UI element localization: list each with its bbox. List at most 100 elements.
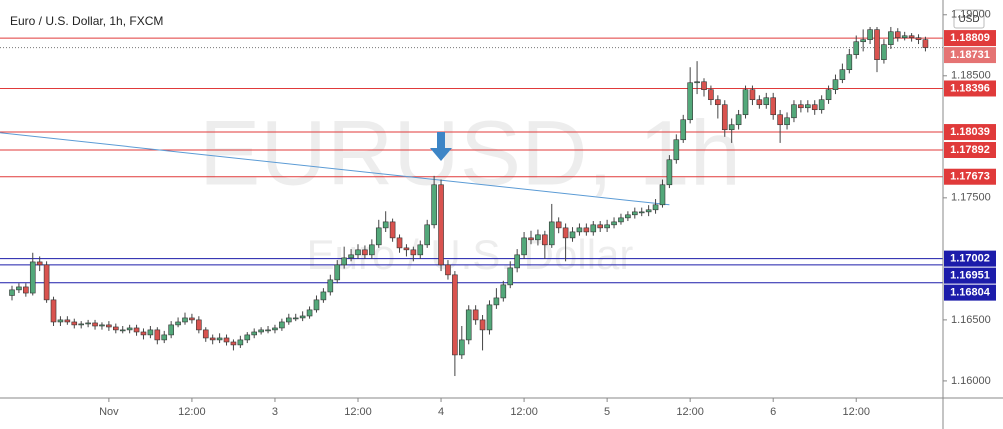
candle-body (133, 327, 140, 333)
x-tick-label: 12:00 (676, 406, 704, 418)
candle-body (99, 324, 105, 327)
candle-body (735, 114, 742, 126)
candle-body (209, 337, 216, 341)
candle-body (119, 329, 126, 332)
arrow (430, 132, 452, 161)
candle-body (417, 244, 424, 256)
candle-body (576, 227, 583, 233)
candle-body (846, 54, 853, 70)
price-label: 1.17002 (950, 253, 990, 265)
candle-body (721, 104, 728, 131)
x-tick-label: 3 (272, 406, 278, 418)
candle-body (410, 249, 417, 256)
candle-body (216, 337, 223, 341)
candle-body (832, 79, 839, 91)
candle-body (715, 99, 721, 106)
title-bg (4, 12, 182, 32)
candle-body (375, 227, 382, 246)
candle-body (113, 326, 119, 331)
candle-body (465, 309, 472, 341)
candle-body (285, 317, 292, 323)
candle-body (763, 97, 770, 106)
candle-body (272, 327, 278, 331)
candle-body (244, 334, 251, 341)
candle-body (618, 217, 624, 223)
candle-body (791, 104, 797, 119)
candle-body (867, 29, 873, 40)
price-label-bg (944, 124, 996, 141)
price-label-bg (944, 250, 996, 267)
candle-body (687, 82, 693, 121)
candle-body (825, 89, 832, 101)
candle-body (611, 221, 617, 226)
candle-body (126, 327, 133, 331)
candle-body (29, 261, 36, 294)
candle-body (78, 323, 84, 326)
candle-body (50, 299, 57, 323)
candle-body (507, 267, 514, 286)
candle-body (445, 264, 451, 276)
price-label-bg (944, 168, 996, 185)
candle-body (355, 249, 361, 256)
candle-body (915, 37, 922, 40)
x-tick-label: 12:00 (842, 406, 870, 418)
candle-body (749, 89, 756, 101)
candle-body (659, 184, 666, 206)
candle-body (839, 69, 846, 80)
y-tick-label: 1.18500 (951, 70, 991, 82)
x-tick-label: 6 (770, 406, 776, 418)
candle-body (175, 321, 181, 326)
plot (0, 26, 943, 377)
candle-body (348, 254, 354, 259)
y-tick-label: 1.16000 (951, 375, 991, 387)
candle-body (597, 224, 604, 229)
candle-body (182, 317, 188, 323)
price-label: 1.16951 (950, 270, 990, 282)
candle-body (431, 184, 437, 226)
price-label: 1.18731 (950, 49, 990, 61)
price-label-bg (944, 267, 996, 284)
candle-body (673, 139, 680, 161)
candle-body (334, 264, 341, 281)
candle-body (23, 286, 29, 294)
candle-body (389, 221, 396, 239)
trend-line (0, 132, 670, 206)
chart-title: Euro / U.S. Dollar, 1h, FXCM (10, 14, 163, 28)
candle-body (452, 274, 458, 356)
candle-body (71, 321, 78, 326)
candle-body (728, 124, 735, 131)
candle-body (292, 317, 299, 320)
x-tick-label: 12:00 (178, 406, 206, 418)
candle-body (542, 234, 548, 246)
candle-body (860, 39, 866, 43)
candle-body (313, 299, 320, 311)
candle-body (818, 99, 825, 111)
candle-body (493, 297, 500, 306)
candle-body (638, 211, 645, 214)
y-tick-label: 1.19000 (951, 9, 991, 21)
price-label: 1.18809 (950, 32, 990, 44)
candle-body (874, 29, 880, 60)
x-tick-label: 12:00 (344, 406, 372, 418)
candle-body (396, 237, 403, 249)
x-tick-label: Nov (99, 406, 119, 418)
x-tick-label: 4 (438, 406, 444, 418)
candle-body (631, 211, 638, 216)
candle-body (798, 104, 804, 109)
candle-body (202, 329, 209, 339)
candle-body (327, 279, 334, 293)
candle-body (777, 114, 783, 126)
candle-body (569, 231, 576, 239)
candle-body (147, 329, 154, 336)
candle-body (853, 41, 860, 55)
price-label-bg (944, 141, 996, 158)
candle-body (189, 317, 195, 321)
candle-body (652, 204, 659, 211)
candle-body (9, 289, 15, 296)
candle-body (881, 44, 887, 60)
candle-body (36, 261, 43, 266)
candle-body (140, 331, 147, 336)
candle-body (299, 315, 306, 319)
x-tick-label: 12:00 (510, 406, 538, 418)
